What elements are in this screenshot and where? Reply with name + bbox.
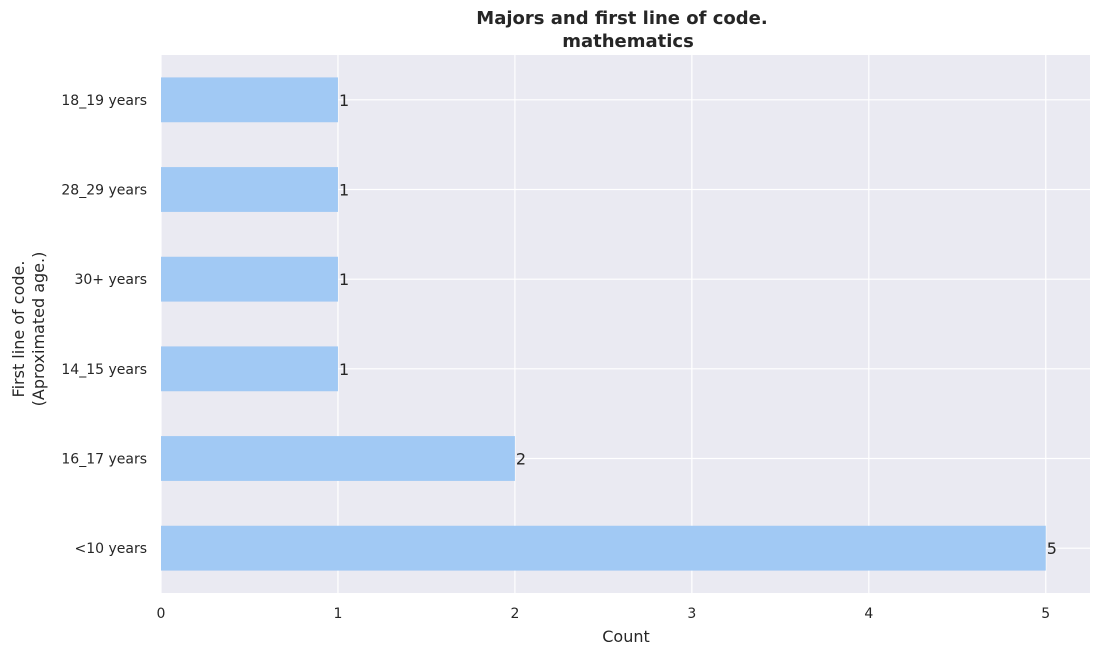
y-tick-label: <10 years [74, 541, 147, 557]
y-axis-label-line2: (Aproximated age.) [29, 252, 48, 407]
bar [161, 346, 338, 392]
bar-value-labels: 1 1 1 1 2 5 [339, 91, 1057, 558]
y-axis-label-line1: First line of code. [9, 261, 28, 398]
bar-value-label: 1 [339, 181, 349, 200]
bar [161, 256, 338, 302]
x-tick-label: 2 [510, 606, 519, 622]
x-tick-labels: 0 1 2 3 4 5 [157, 606, 1051, 622]
x-tick-label: 1 [333, 606, 342, 622]
x-tick-label: 3 [687, 606, 696, 622]
x-tick-label: 4 [864, 606, 873, 622]
bar-value-label: 5 [1047, 539, 1057, 558]
bars [161, 77, 1046, 571]
chart-subtitle: mathematics [562, 31, 694, 52]
x-tick-label: 0 [157, 606, 166, 622]
bar-value-label: 1 [339, 360, 349, 379]
bar-value-label: 2 [516, 450, 526, 469]
plot-area [161, 55, 1090, 593]
y-tick-label: 30+ years [74, 272, 147, 288]
bar [161, 77, 338, 123]
bar [161, 436, 515, 481]
bar [161, 167, 338, 212]
y-tick-label: 16_17 years [61, 452, 147, 468]
x-tick-label: 5 [1041, 606, 1050, 622]
bar [161, 525, 1046, 571]
y-tick-label: 14_15 years [61, 362, 147, 378]
bar-value-label: 1 [339, 91, 349, 110]
bar-value-label: 1 [339, 270, 349, 289]
y-tick-label: 28_29 years [61, 183, 147, 199]
y-tick-label: 18_19 years [61, 93, 147, 109]
x-axis-label: Count [602, 627, 650, 646]
chart-title: Majors and first line of code. [476, 8, 767, 29]
y-tick-labels: 18_19 years 28_29 years 30+ years 14_15 yea… [61, 93, 147, 557]
